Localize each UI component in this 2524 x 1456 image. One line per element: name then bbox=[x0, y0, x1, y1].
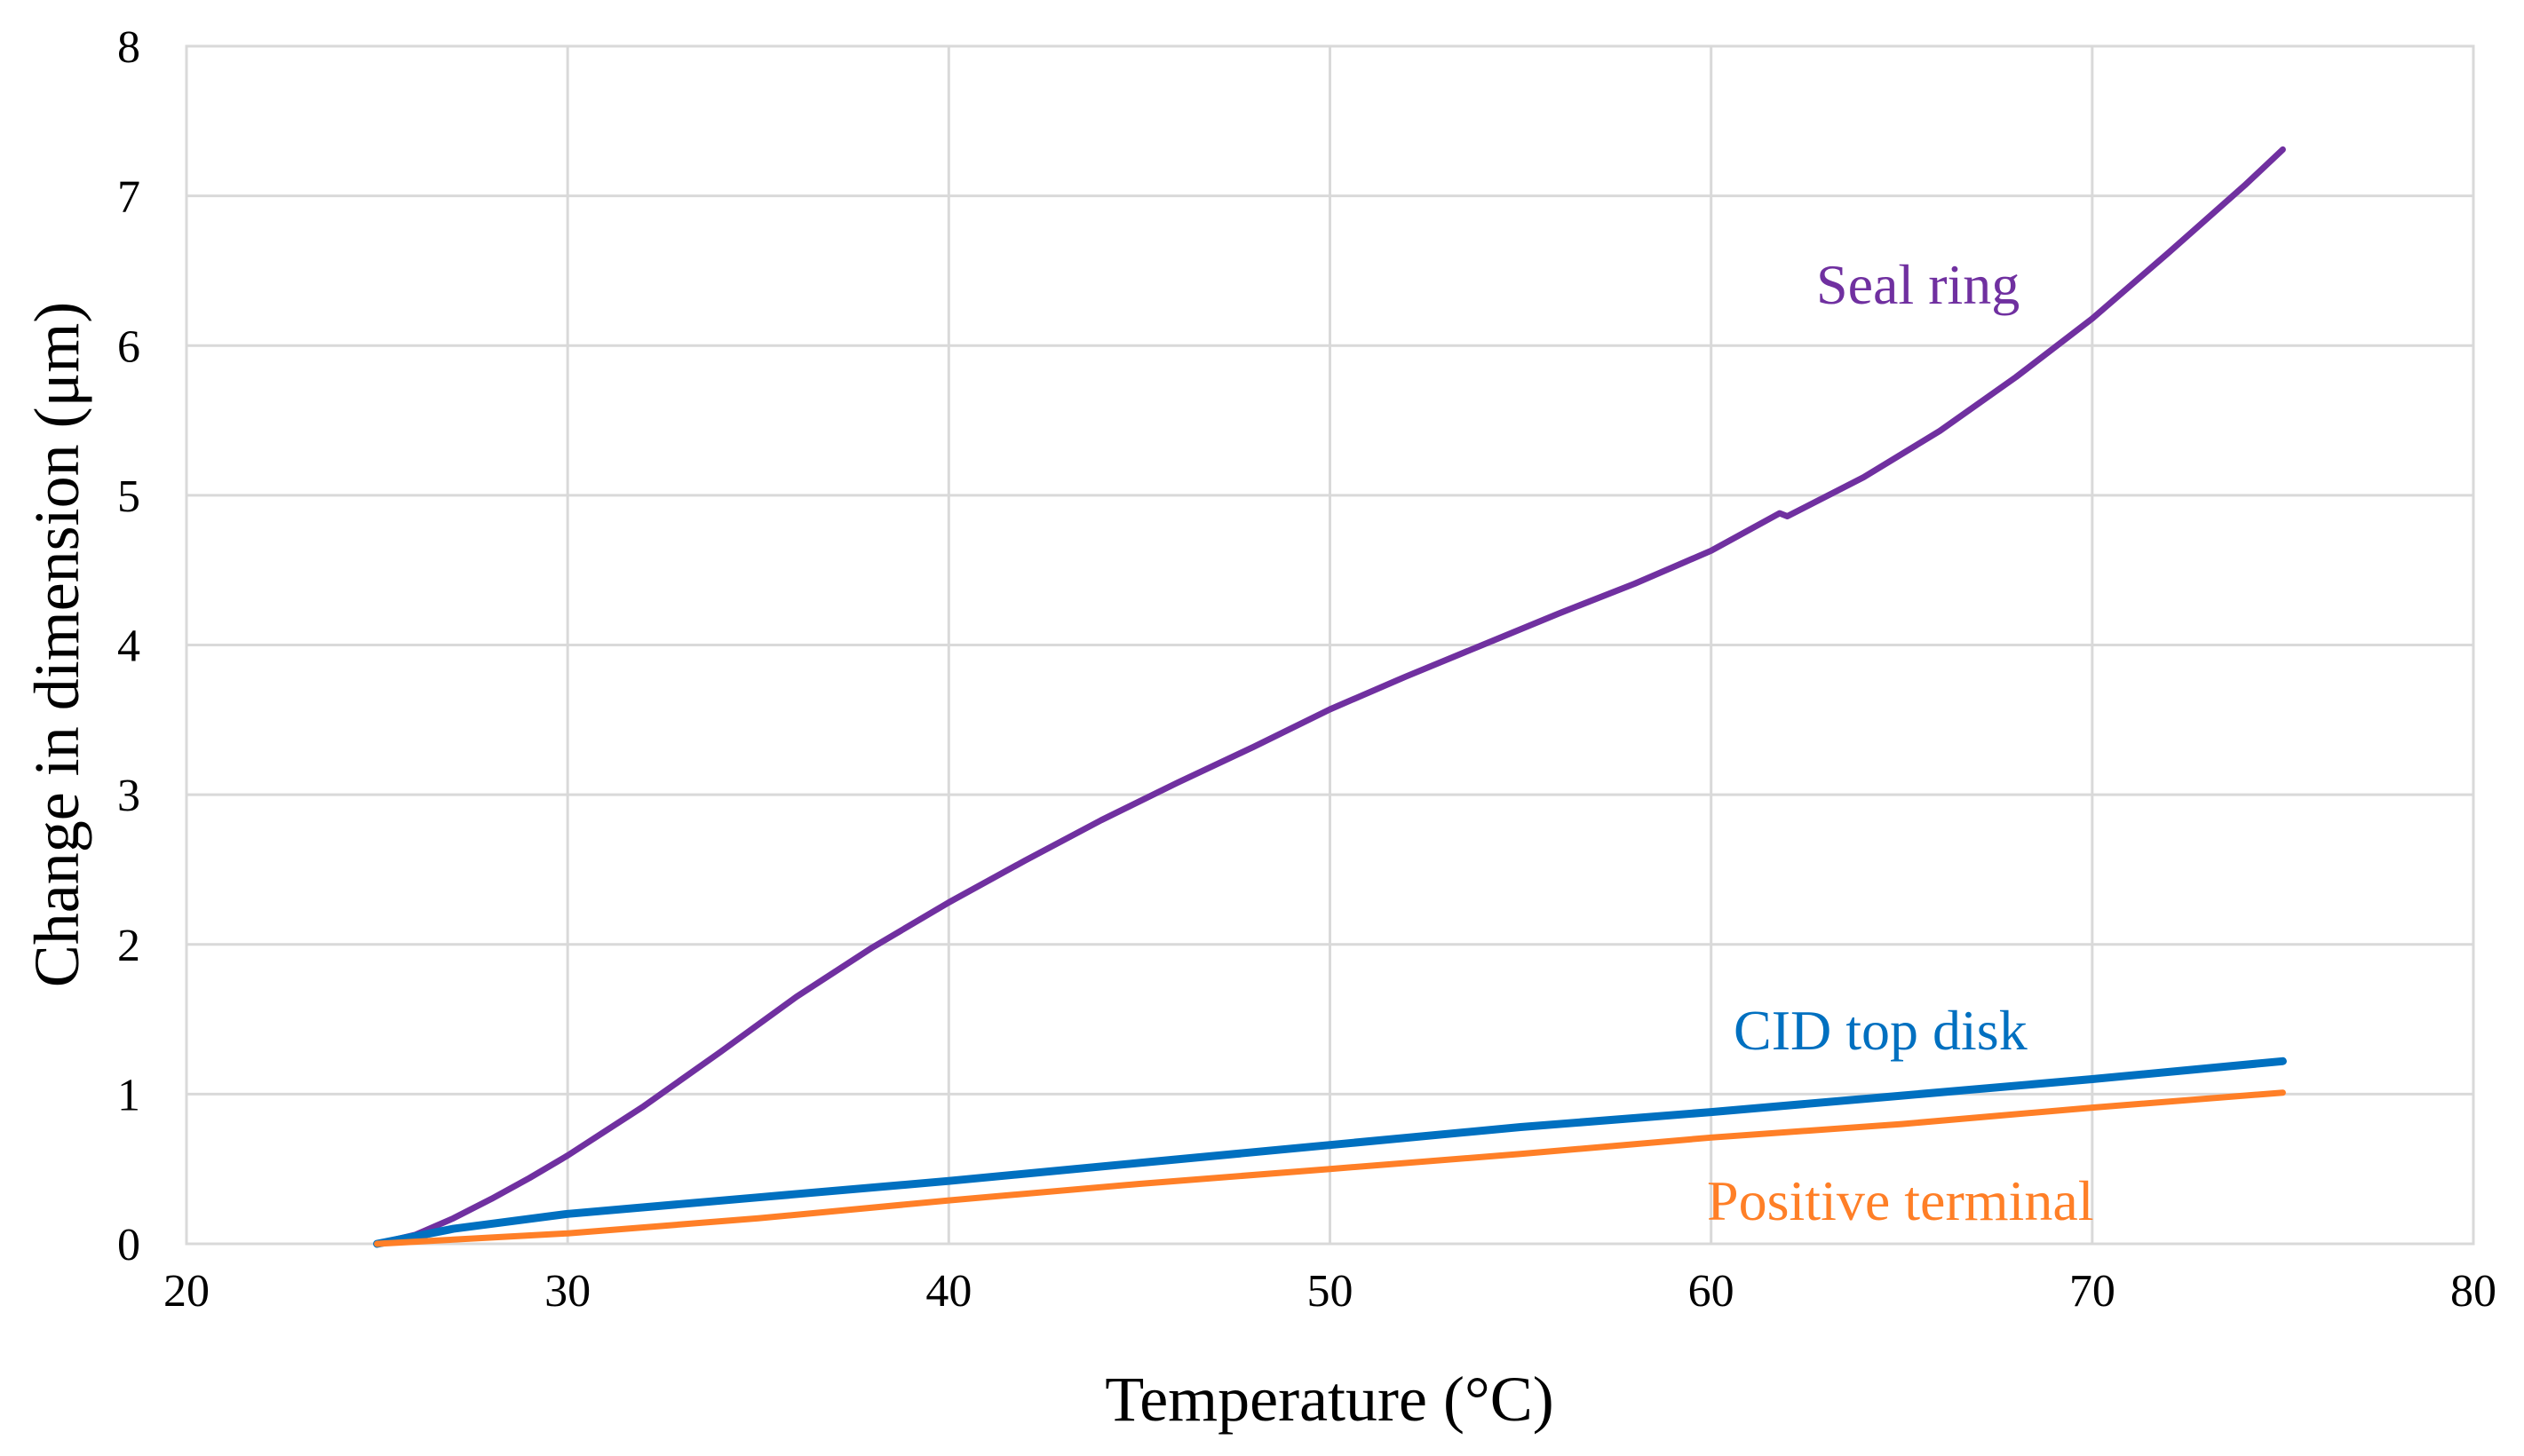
y-tick-label: 4 bbox=[117, 621, 140, 672]
x-tick-label: 40 bbox=[925, 1266, 972, 1317]
series-line-seal-ring bbox=[374, 146, 2286, 1247]
y-tick-label: 8 bbox=[117, 22, 140, 73]
series-label-positive-terminal: Positive terminal bbox=[1707, 1169, 2094, 1232]
y-tick-label: 2 bbox=[117, 921, 140, 971]
x-tick-label: 80 bbox=[2450, 1266, 2496, 1317]
x-tick-label: 70 bbox=[2069, 1266, 2115, 1317]
series-label-cid-top-disk: CID top disk bbox=[1734, 999, 2028, 1062]
y-tick-label: 1 bbox=[117, 1070, 140, 1120]
x-axis: 20 30 40 50 60 70 80 bbox=[163, 1266, 2496, 1317]
series-line-cid-top-disk bbox=[373, 1056, 2287, 1248]
x-tick-label: 20 bbox=[163, 1266, 210, 1317]
series-line-positive-terminal bbox=[374, 1089, 2286, 1247]
y-tick-label: 7 bbox=[117, 172, 140, 223]
y-tick-label: 6 bbox=[117, 321, 140, 372]
x-tick-label: 30 bbox=[544, 1266, 591, 1317]
y-axis: 0 1 2 3 4 5 6 7 8 bbox=[117, 22, 140, 1270]
y-tick-label: 3 bbox=[117, 771, 140, 821]
plot-area bbox=[185, 44, 2475, 1246]
x-axis-title: Temperature (°C) bbox=[1105, 1364, 1554, 1435]
series-label-seal-ring: Seal ring bbox=[1816, 253, 2020, 316]
y-tick-label: 5 bbox=[117, 471, 140, 522]
y-axis-title: Change in dimension (μm) bbox=[21, 302, 92, 988]
series-layer bbox=[373, 146, 2287, 1248]
x-tick-label: 50 bbox=[1307, 1266, 1353, 1317]
y-tick-label: 0 bbox=[117, 1220, 140, 1270]
grid bbox=[185, 44, 2475, 1246]
x-tick-label: 60 bbox=[1688, 1266, 1734, 1317]
